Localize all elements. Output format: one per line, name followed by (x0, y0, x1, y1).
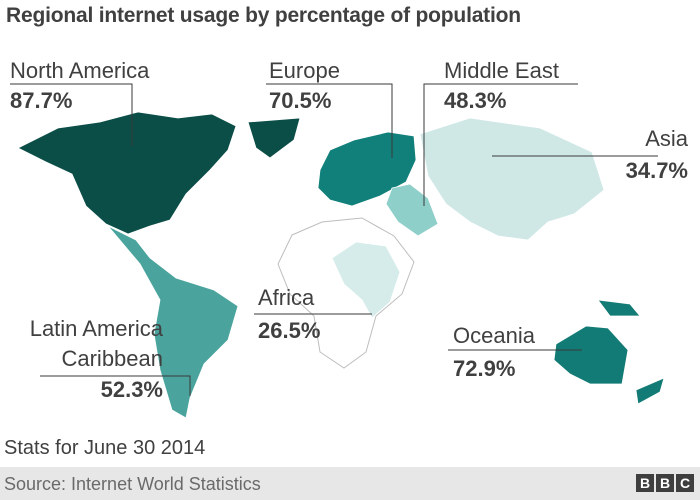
region-png (597, 299, 641, 317)
label-europe-name: Europe (269, 58, 340, 83)
label-africa-value: 26.5% (258, 318, 321, 343)
region-new-zealand (635, 377, 665, 405)
label-europe-value: 70.5% (269, 88, 332, 113)
region-greenland (247, 117, 301, 159)
label-asia-value: 34.7% (625, 158, 688, 183)
region-africa (331, 241, 401, 319)
label-latin-america-name: Latin America (29, 316, 163, 341)
label-caribbean-name: Caribbean (61, 346, 163, 371)
label-oceania-name: Oceania (453, 323, 535, 348)
label-latin-america-value: 52.3% (100, 377, 163, 402)
region-middle-east (385, 183, 439, 237)
bbc-logo: B B C (636, 474, 694, 492)
label-oceania-value: 72.9% (453, 356, 516, 381)
map-title: Regional internet usage by percentage of… (6, 4, 521, 27)
label-north-america-name: North America (10, 58, 150, 83)
middle-east-leader (423, 83, 578, 206)
north-america-leader (10, 83, 133, 146)
region-asia (419, 117, 605, 241)
latin-america-leader (40, 375, 191, 396)
label-africa-name: Africa (258, 285, 315, 310)
region-north-america (17, 111, 237, 235)
region-latin-america (107, 225, 239, 419)
label-middle-east-name: Middle East (444, 58, 559, 83)
europe-leader (266, 83, 393, 158)
label-middle-east-value: 48.3% (444, 88, 507, 113)
label-north-america-value: 87.7% (10, 88, 73, 113)
bbc-logo-letter: C (676, 474, 694, 492)
label-asia-name: Asia (645, 126, 688, 151)
bbc-logo-letter: B (636, 474, 654, 492)
region-oceania (553, 325, 629, 385)
leader-lines (10, 83, 658, 396)
source-text: Source: Internet World Statistics (4, 474, 261, 494)
bbc-logo-letter: B (656, 474, 674, 492)
source-bar (0, 467, 700, 500)
footnote: Stats for June 30 2014 (4, 437, 206, 459)
